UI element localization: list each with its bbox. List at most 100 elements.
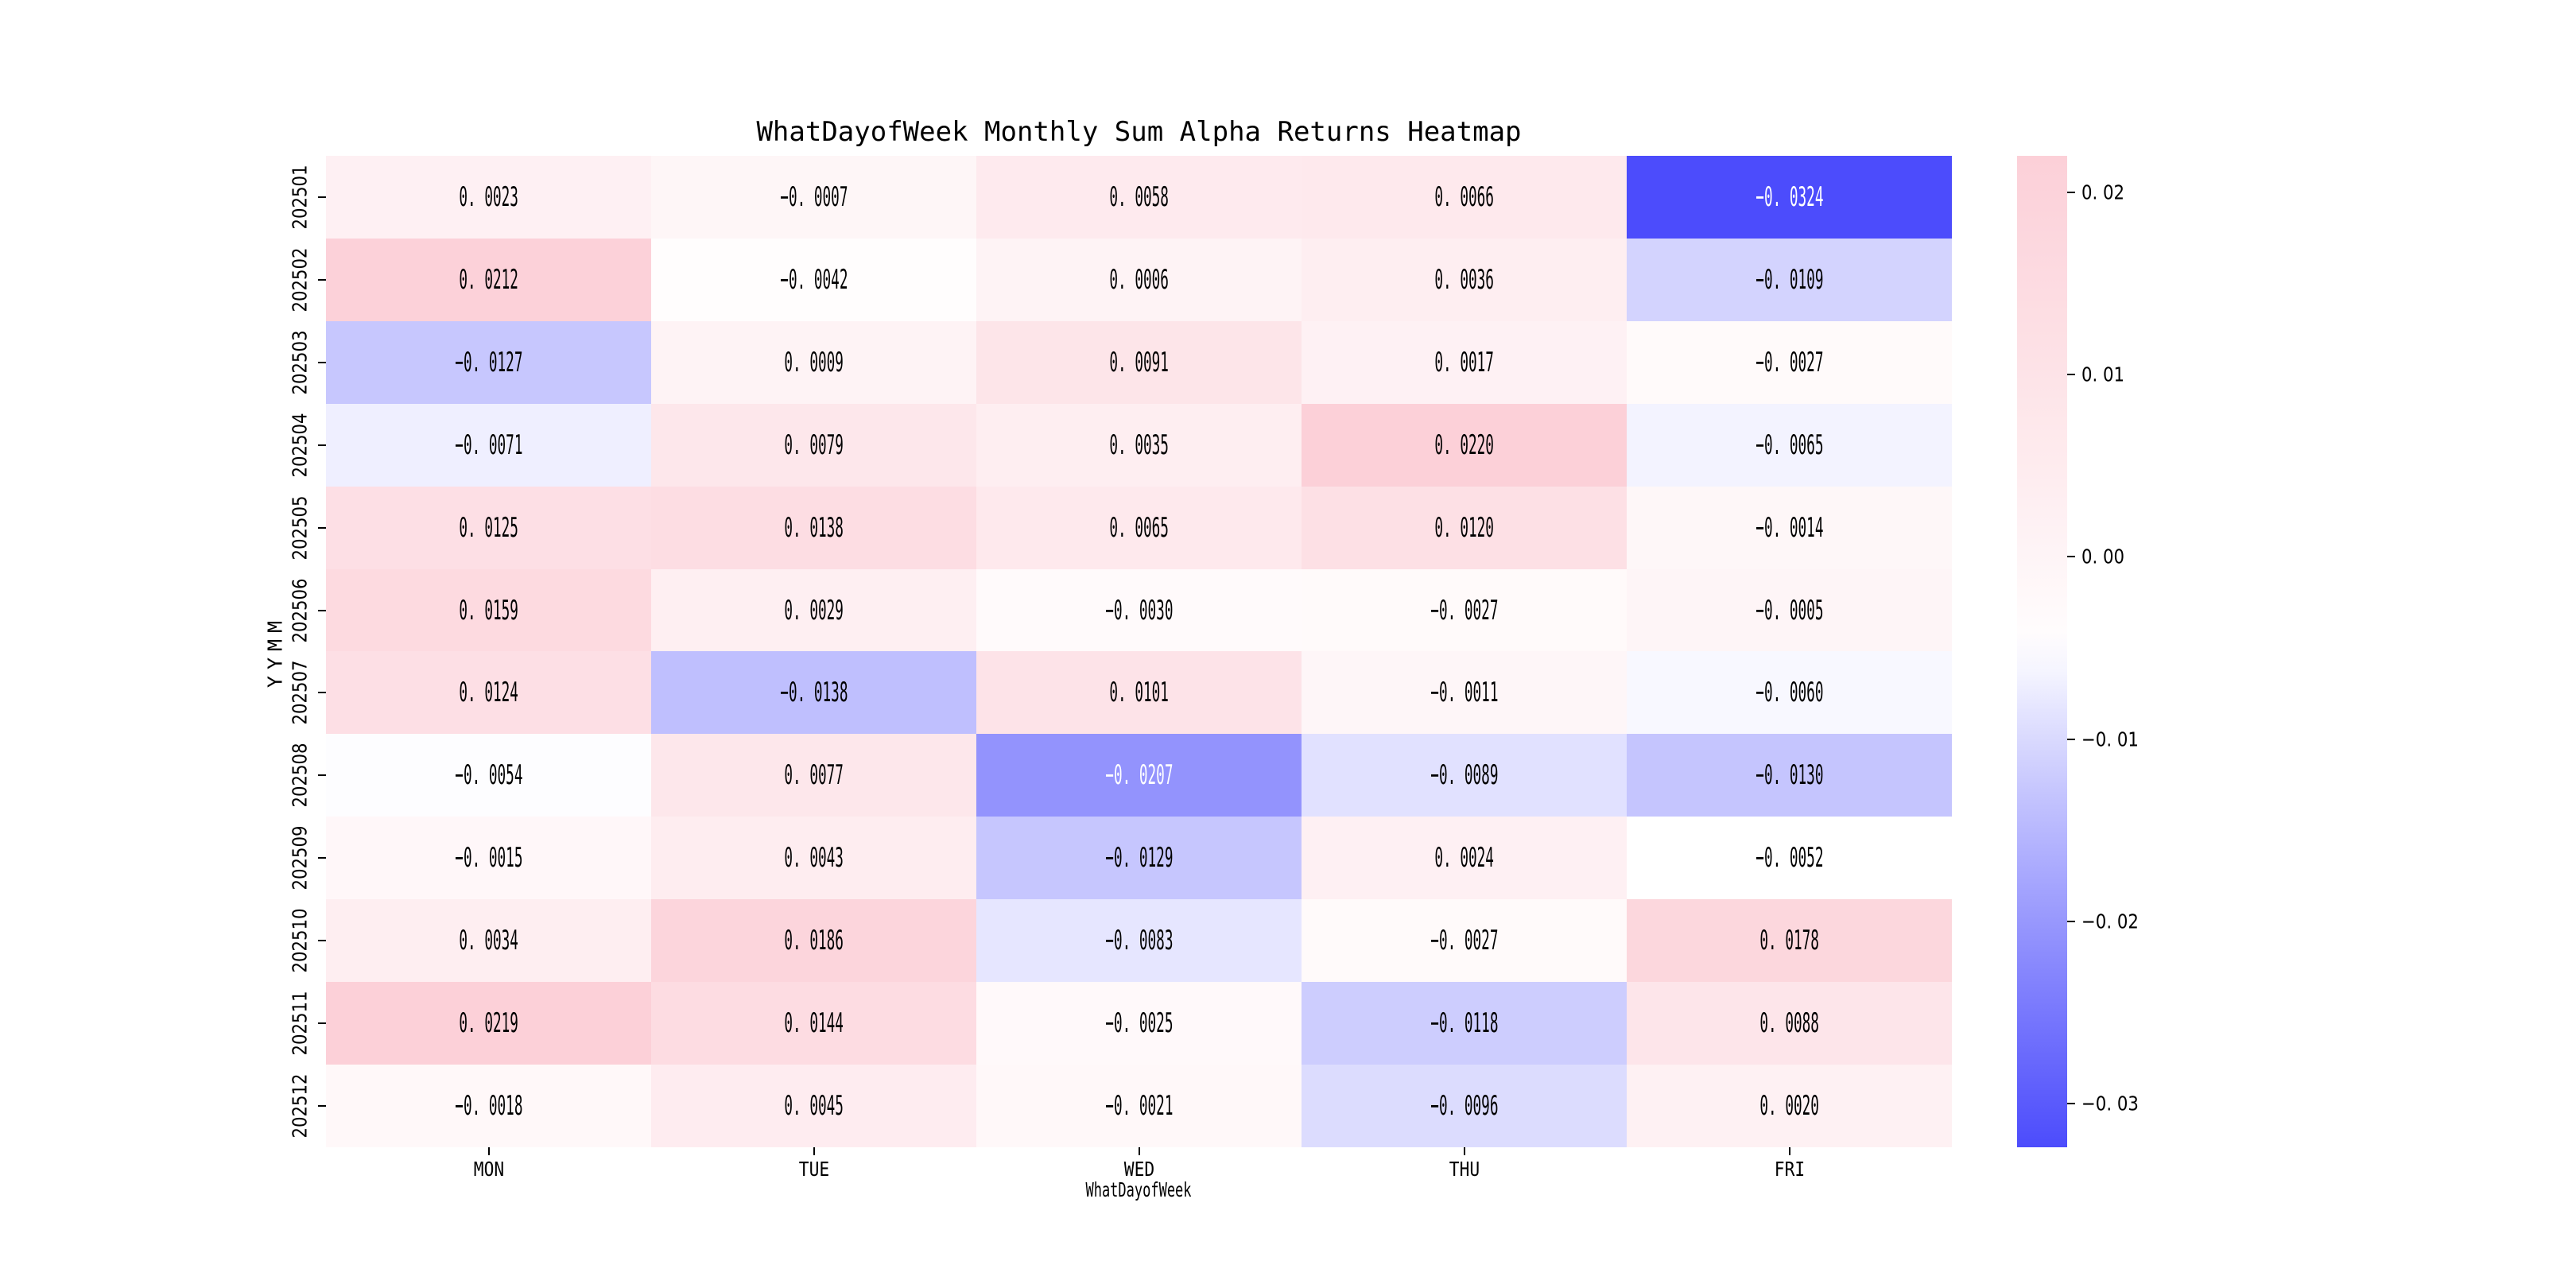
- heatmap-cell-value: 0. 0159: [459, 594, 518, 627]
- y-tick-label: 202512: [288, 1073, 312, 1139]
- heatmap-cell-value: 0. 0006: [1109, 263, 1169, 296]
- heatmap-cell-value: −0. 0005: [1755, 594, 1824, 627]
- heatmap-cell: 0. 0023: [326, 156, 651, 239]
- x-tick-mark: [1463, 1147, 1465, 1155]
- heatmap-cell-value: 0. 0035: [1109, 429, 1169, 461]
- heatmap-cell-value: 0. 0079: [784, 429, 844, 461]
- colorbar-tick-label: 0. 02: [2081, 180, 2125, 204]
- x-tick-mark: [813, 1147, 815, 1155]
- heatmap-cell: 0. 0125: [326, 486, 651, 569]
- heatmap-cell-value: −0. 0015: [454, 842, 523, 875]
- heatmap-cell: −0. 0021: [976, 1065, 1302, 1147]
- y-tick-mark: [318, 526, 326, 529]
- heatmap-cell: 0. 0079: [651, 403, 976, 487]
- heatmap-cell: −0. 0207: [976, 734, 1302, 817]
- heatmap-cell-value: −0. 0025: [1104, 1007, 1174, 1040]
- heatmap-plot: 0. 0023 −0. 0007 0. 0058 0. 0066 −0. 0324 0. …: [326, 156, 1952, 1147]
- heatmap-cell: 0. 0065: [976, 486, 1302, 569]
- colorbar-tick-label: −0. 02: [2081, 910, 2139, 933]
- heatmap-cell: 0. 0043: [651, 817, 976, 900]
- y-tick-label: 202506: [288, 577, 312, 643]
- heatmap-cell-value: 0. 0043: [784, 842, 844, 875]
- heatmap-cell-value: −0. 0011: [1430, 677, 1499, 709]
- heatmap-cell: 0. 0036: [1302, 238, 1627, 321]
- heatmap-cell-value: 0. 0144: [784, 1007, 844, 1040]
- heatmap-cell-value: −0. 0027: [1430, 925, 1499, 957]
- heatmap-cell: 0. 0219: [326, 982, 651, 1065]
- y-tick-mark: [318, 361, 326, 363]
- heatmap-cell: −0. 0054: [326, 734, 651, 817]
- colorbar-tick-mark: [2067, 1102, 2075, 1104]
- y-tick-label: 202504: [288, 413, 312, 478]
- y-axis-label: YYMM: [263, 614, 287, 689]
- heatmap-cell-value: 0. 0178: [1759, 925, 1819, 957]
- heatmap-cell: 0. 0045: [651, 1065, 976, 1147]
- y-tick-label: 202505: [288, 495, 312, 561]
- heatmap-cell-value: −0. 0030: [1104, 594, 1174, 627]
- heatmap-cell: −0. 0014: [1627, 486, 1952, 569]
- heatmap-cell: 0. 0120: [1302, 486, 1627, 569]
- colorbar-tick-mark: [2067, 738, 2075, 740]
- heatmap-cell: 0. 0212: [326, 238, 651, 321]
- heatmap-cell: 0. 0077: [651, 734, 976, 817]
- heatmap-cell-value: −0. 0027: [1430, 594, 1499, 627]
- heatmap-cell-value: 0. 0186: [784, 925, 844, 957]
- heatmap-cell: −0. 0007: [651, 156, 976, 239]
- colorbar-tick-label: −0. 01: [2081, 727, 2139, 751]
- colorbar-tick-mark: [2067, 556, 2075, 558]
- heatmap-cell-value: −0. 0089: [1430, 759, 1499, 792]
- heatmap-cell-value: −0. 0060: [1755, 677, 1824, 709]
- heatmap-cell-value: 0. 0065: [1109, 511, 1169, 544]
- heatmap-cell: −0. 0042: [651, 238, 976, 321]
- heatmap-cell-value: −0. 0014: [1755, 511, 1824, 544]
- heatmap-cell-value: 0. 0138: [784, 511, 844, 544]
- colorbar-tick-label: 0. 01: [2081, 363, 2125, 386]
- heatmap-cell-value: 0. 0029: [784, 594, 844, 627]
- heatmap-cell: −0. 0138: [651, 651, 976, 735]
- heatmap-cell: 0. 0159: [326, 568, 651, 652]
- heatmap-cell: 0. 0138: [651, 486, 976, 569]
- y-tick-label: 202501: [288, 165, 312, 230]
- heatmap-cell-value: 0. 0101: [1109, 677, 1169, 709]
- heatmap-cell-value: −0. 0065: [1755, 429, 1824, 461]
- y-tick-label: 202503: [288, 330, 312, 395]
- heatmap-cell: 0. 0009: [651, 320, 976, 404]
- heatmap-cell: −0. 0118: [1302, 982, 1627, 1065]
- x-tick-label: FRI: [1774, 1158, 1805, 1181]
- x-tick-mark: [1138, 1147, 1140, 1155]
- colorbar-tick-mark: [2067, 374, 2075, 376]
- heatmap-cell: −0. 0129: [976, 817, 1302, 900]
- heatmap-cell: −0. 0109: [1627, 238, 1952, 321]
- heatmap-cell: 0. 0006: [976, 238, 1302, 321]
- y-tick-mark: [318, 857, 326, 859]
- heatmap-cell-value: −0. 0096: [1430, 1090, 1499, 1123]
- heatmap-cell: −0. 0096: [1302, 1065, 1627, 1147]
- heatmap-cell-value: −0. 0118: [1430, 1007, 1499, 1040]
- heatmap-cell: 0. 0088: [1627, 982, 1952, 1065]
- x-tick-mark: [487, 1147, 490, 1155]
- heatmap-cell-value: 0. 0088: [1759, 1007, 1819, 1040]
- y-tick-label: 202511: [288, 991, 312, 1056]
- y-tick-mark: [318, 196, 326, 198]
- y-tick-label: 202510: [288, 908, 312, 973]
- heatmap-cell: −0. 0030: [976, 568, 1302, 652]
- x-tick-label: MON: [473, 1158, 504, 1181]
- heatmap-cell: −0. 0130: [1627, 734, 1952, 817]
- y-tick-mark: [318, 940, 326, 942]
- heatmap-cell-value: −0. 0324: [1755, 180, 1824, 213]
- heatmap-cell-value: −0. 0052: [1755, 842, 1824, 875]
- heatmap-cell-value: 0. 0091: [1109, 346, 1169, 378]
- heatmap-cell-value: 0. 0066: [1434, 180, 1494, 213]
- heatmap-cell-value: −0. 0042: [779, 263, 848, 296]
- heatmap-cell-value: 0. 0020: [1759, 1090, 1819, 1123]
- y-tick-label: 202508: [288, 743, 312, 808]
- y-tick-mark: [318, 444, 326, 446]
- heatmap-cell-value: 0. 0219: [459, 1007, 518, 1040]
- heatmap-cell: 0. 0017: [1302, 320, 1627, 404]
- heatmap-cell-value: 0. 0212: [459, 263, 518, 296]
- colorbar: [2017, 156, 2067, 1147]
- heatmap-cell: −0. 0025: [976, 982, 1302, 1065]
- heatmap-cell-value: −0. 0021: [1104, 1090, 1174, 1123]
- x-tick-label: WED: [1123, 1158, 1154, 1181]
- heatmap-cell-value: −0. 0027: [1755, 346, 1824, 378]
